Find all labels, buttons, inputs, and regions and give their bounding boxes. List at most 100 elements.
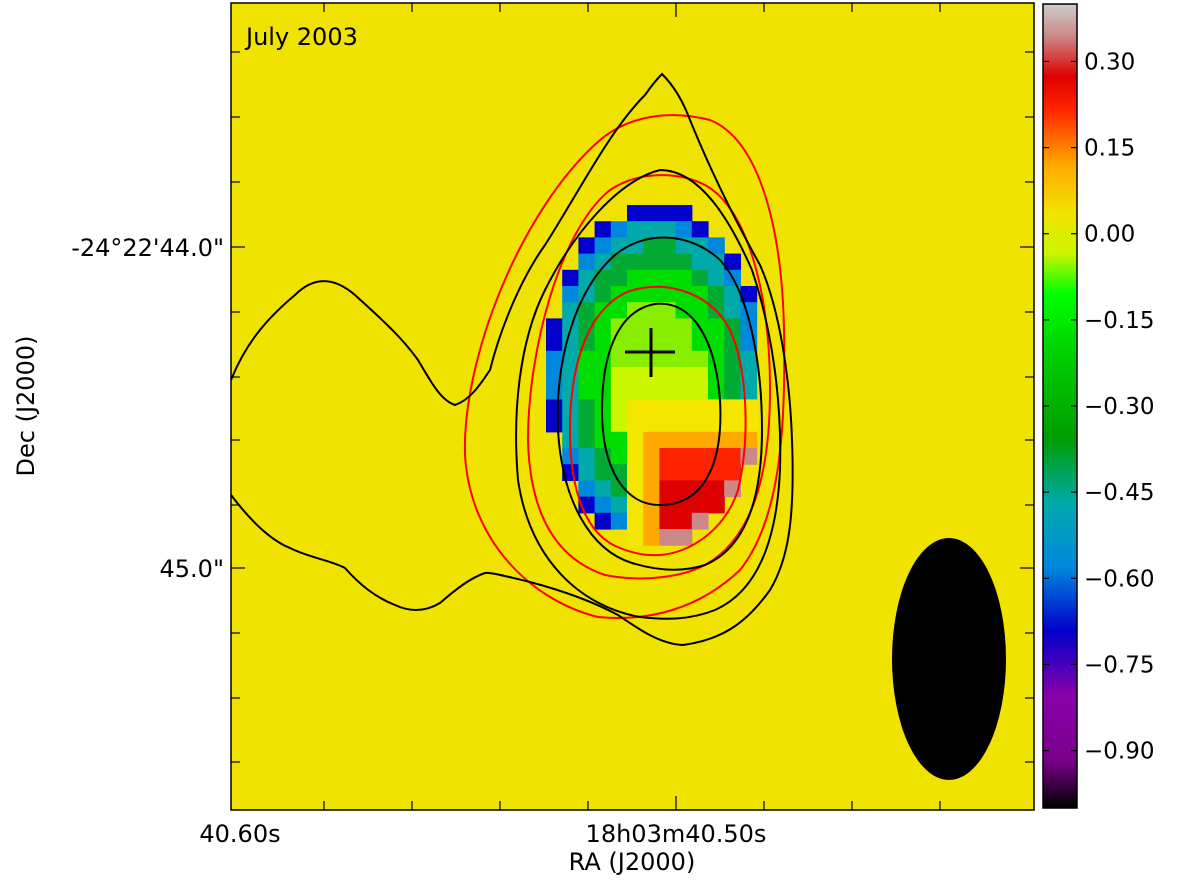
map-pixel — [659, 350, 677, 368]
map-pixel — [610, 415, 628, 433]
map-pixel — [562, 286, 579, 303]
black-contour-extended — [231, 72, 794, 647]
map-pixel — [675, 318, 693, 336]
map-pixel — [578, 399, 596, 417]
map-pixel — [659, 512, 677, 530]
map-pixel — [610, 399, 628, 417]
map-pixel — [675, 253, 693, 271]
y-axis-label: Dec (J2000) — [12, 336, 40, 477]
axis-ticks — [231, 3, 1034, 810]
map-pixel — [627, 464, 644, 481]
map-pixel — [578, 318, 596, 336]
map-pixel — [708, 431, 725, 449]
colorbar-tick-label: −0.75 — [1084, 652, 1154, 678]
map-pixel — [708, 269, 725, 287]
map-pixel — [675, 415, 693, 433]
map-pixel — [708, 286, 725, 303]
map-pixel — [643, 415, 660, 433]
red-contour-outer — [463, 114, 786, 619]
map-pixel — [724, 448, 741, 465]
map-pixel — [740, 399, 758, 417]
map-pixel — [578, 448, 596, 465]
map-pixel — [578, 237, 596, 255]
map-pixel — [627, 480, 644, 498]
black-contour-inner — [556, 236, 764, 571]
map-pixel — [659, 529, 677, 546]
map-pixel — [594, 318, 612, 336]
map-pixel — [643, 221, 660, 238]
map-pixel — [659, 431, 677, 449]
map-pixel — [691, 512, 709, 530]
x-tick-label-1: 18h03m40.50s — [586, 820, 767, 848]
map-pixel — [562, 383, 579, 400]
map-pixel — [691, 399, 709, 417]
map-pixel — [643, 269, 660, 287]
map-pixel — [691, 415, 709, 433]
red-contour-inner — [568, 285, 747, 557]
map-pixel — [643, 464, 660, 481]
colorbar-tick-label: 0.30 — [1084, 49, 1135, 75]
colorbar-tick-label: 0.15 — [1084, 136, 1135, 162]
map-pixel — [610, 221, 628, 238]
map-pixel — [724, 399, 741, 417]
map-pixel — [740, 318, 758, 336]
map-pixel — [627, 431, 644, 449]
map-pixel — [643, 399, 660, 417]
map-pixel — [675, 431, 693, 449]
map-pixel — [562, 269, 579, 287]
map-pixel — [610, 350, 628, 368]
map-pixel — [740, 350, 758, 368]
map-pixel — [610, 496, 628, 514]
map-pixel — [691, 383, 709, 400]
map-pixel — [627, 253, 644, 271]
map-pixel — [546, 415, 563, 433]
y-tick-label-1: 45.0" — [160, 555, 224, 583]
map-pixel — [724, 383, 741, 400]
map-pixel — [627, 205, 644, 222]
map-pixel — [659, 448, 677, 465]
map-pixel — [659, 286, 677, 303]
map-pixel — [643, 237, 660, 255]
map-pixel — [708, 383, 725, 400]
map-pixel — [675, 221, 693, 238]
map-pixel — [627, 448, 644, 465]
map-pixel — [724, 350, 741, 368]
map-pixel — [691, 367, 709, 384]
map-pixel — [659, 237, 677, 255]
panel-label: July 2003 — [244, 23, 358, 51]
map-pixel — [659, 399, 677, 417]
map-pixel — [740, 415, 758, 433]
map-pixel — [610, 302, 628, 319]
map-pixel — [610, 512, 628, 530]
colorbar-tick-label: −0.45 — [1084, 480, 1154, 506]
map-pixel — [708, 350, 725, 368]
map-pixel — [594, 253, 612, 271]
map-pixel — [659, 367, 677, 384]
map-pixel — [675, 448, 693, 465]
map-pixel — [578, 253, 596, 271]
map-pixel — [691, 253, 709, 271]
map-pixel — [708, 334, 725, 352]
map-pixel — [562, 464, 579, 481]
map-pixel — [675, 350, 693, 368]
black-contour-mid — [515, 168, 782, 620]
beam-ellipse — [892, 538, 1006, 780]
map-pixel — [708, 253, 725, 271]
map-pixel — [643, 529, 660, 546]
map-pixel — [675, 334, 693, 352]
map-pixel — [724, 302, 741, 319]
map-pixel — [610, 383, 628, 400]
map-pixel — [546, 318, 563, 336]
map-pixel — [691, 448, 709, 465]
map-pixel — [708, 237, 725, 255]
map-pixel — [724, 253, 741, 271]
map-pixel — [675, 205, 693, 222]
map-pixel — [578, 269, 596, 287]
map-pixel — [659, 383, 677, 400]
map-pixel — [691, 286, 709, 303]
map-pixel — [546, 383, 563, 400]
map-pixel — [594, 431, 612, 449]
map-pixel — [675, 367, 693, 384]
map-pixel — [708, 415, 725, 433]
